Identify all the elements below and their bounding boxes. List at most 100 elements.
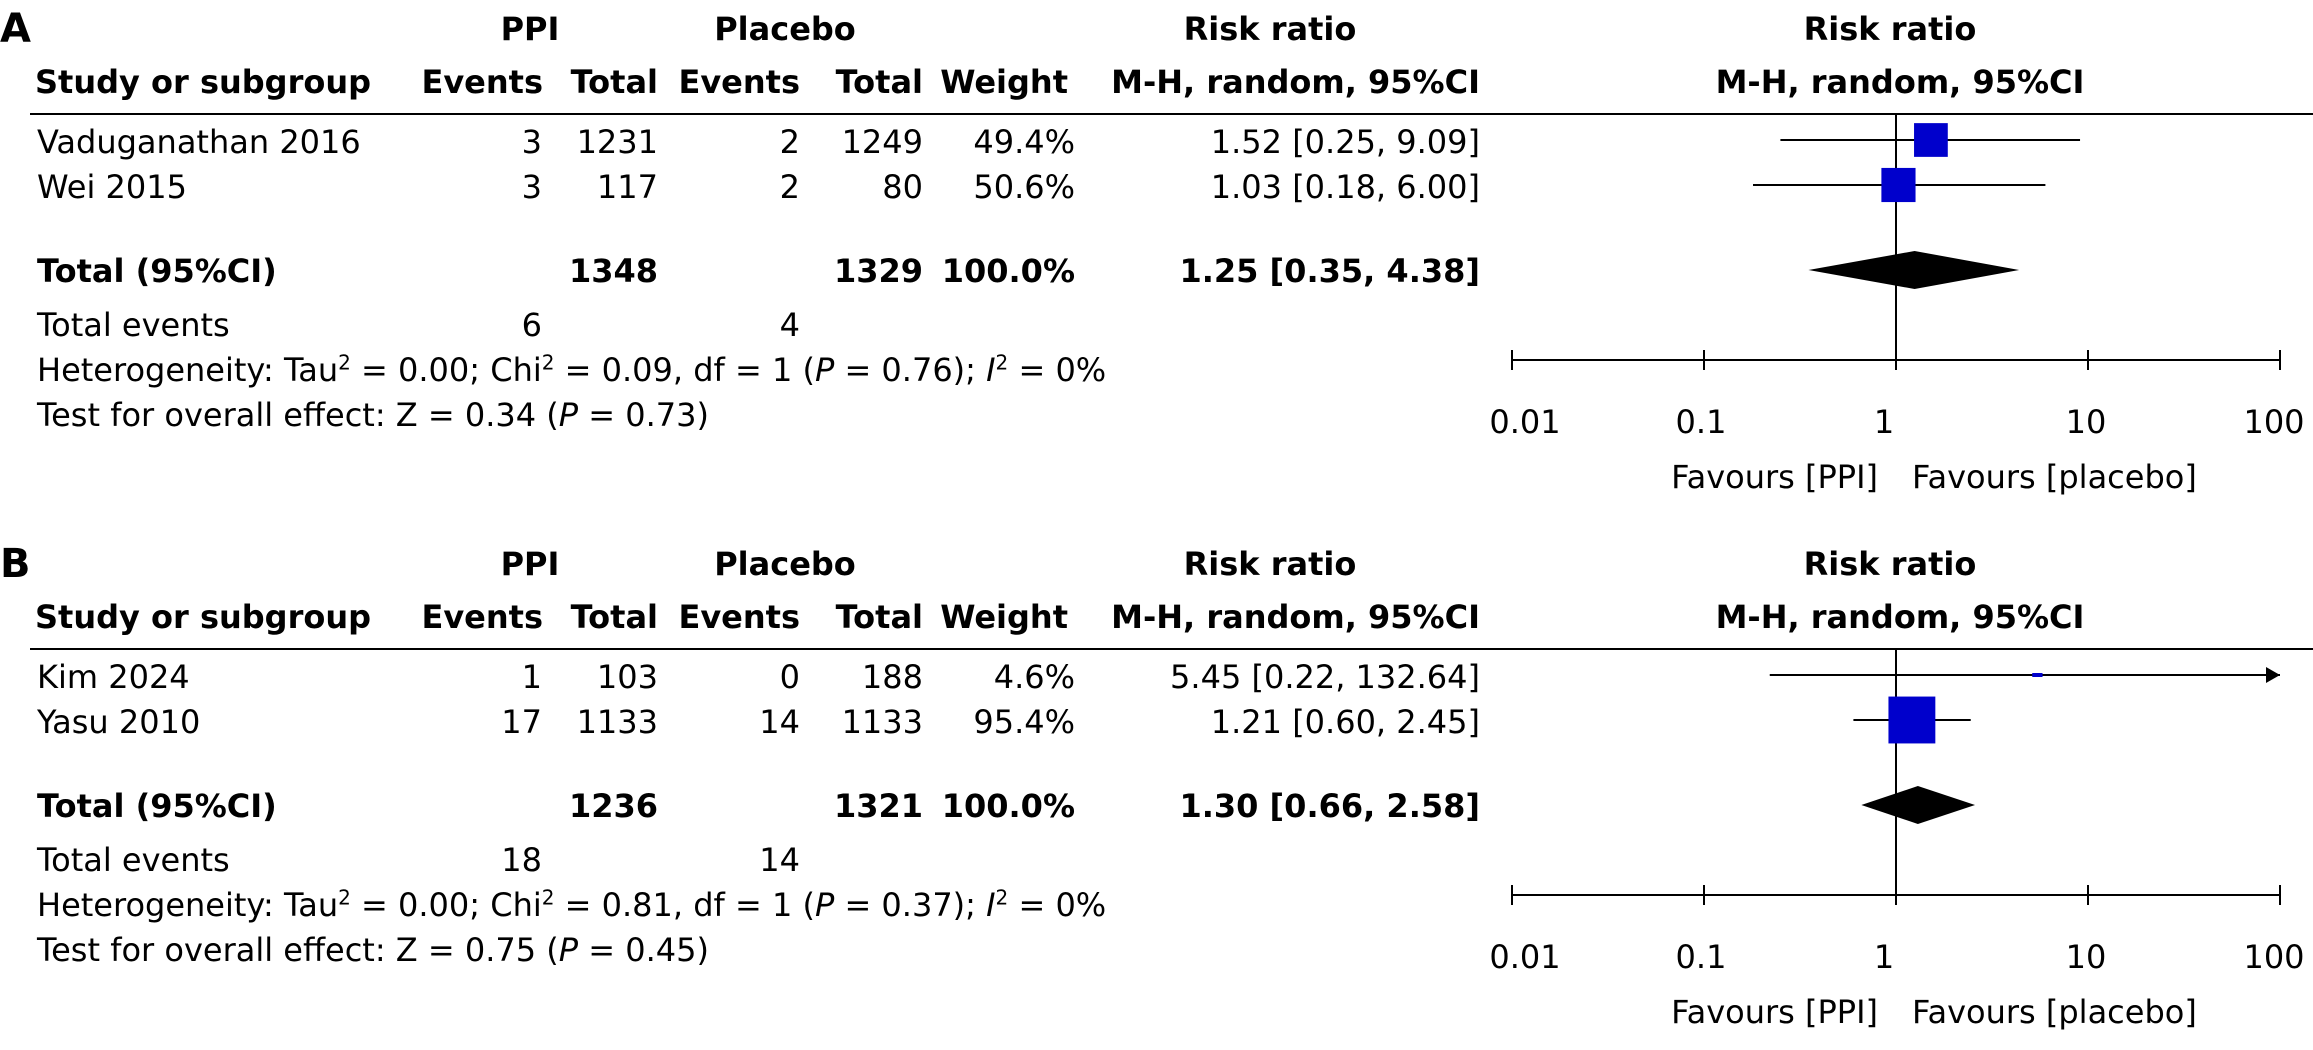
axis-tick-label: 10 [2065, 938, 2107, 976]
total-ci-text: 1.25 [0.35, 4.38] [1179, 252, 1480, 290]
axis-tick-label: 0.1 [1675, 403, 1727, 441]
favours-left-label: Favours [PPI] [1671, 993, 1878, 1031]
total-events-placebo: 14 [759, 841, 800, 879]
axis-tick-label: 100 [2243, 403, 2305, 441]
total-events-ppi: 6 [521, 306, 542, 344]
column-ppi-events: Events [421, 63, 543, 101]
column-rr-ci: M-H, random, 95%CI [1111, 63, 1480, 101]
header-rule [30, 648, 2313, 650]
study-name: Wei 2015 [37, 168, 187, 206]
total-label: Total (95%CI) [37, 252, 277, 290]
total-events-label: Total events [37, 841, 230, 879]
column-study: Study or subgroup [35, 63, 372, 101]
overall-effect-stat: Test for overall effect: Z = 0.75 (P = 0… [37, 931, 709, 969]
study-placebo-events: 2 [779, 168, 800, 206]
study-placebo-events: 2 [779, 123, 800, 161]
heterogeneity-stat: Heterogeneity: Tau2 = 0.00; Chi2 = 0.09,… [37, 350, 1107, 389]
total-ppi: 1236 [568, 787, 658, 825]
forest-plot-panel-b: B PPI Placebo Risk ratio Risk ratio Stud… [0, 541, 2313, 1050]
study-weight: 50.6% [973, 168, 1075, 206]
effect-marker [2032, 673, 2043, 677]
total-placebo: 1329 [833, 252, 923, 290]
total-label: Total (95%CI) [37, 787, 277, 825]
pooled-diamond [1808, 251, 2020, 289]
study-weight: 49.4% [973, 123, 1075, 161]
column-weight: Weight [940, 598, 1068, 636]
total-events-placebo: 4 [779, 306, 800, 344]
study-ppi-total: 103 [596, 658, 658, 696]
study-ci-text: 1.52 [0.25, 9.09] [1210, 123, 1480, 161]
study-placebo-events: 14 [759, 703, 800, 741]
axis-tick-label: 1 [1873, 403, 1895, 441]
total-weight: 100.0% [941, 787, 1075, 825]
study-ppi-events: 3 [521, 168, 542, 206]
study-placebo-total: 80 [882, 168, 923, 206]
rr-column-header: Risk ratio [1183, 10, 1357, 48]
column-placebo-total: Total [835, 598, 923, 636]
study-ci-text: 1.03 [0.18, 6.00] [1210, 168, 1480, 206]
column-placebo-events: Events [678, 598, 800, 636]
forest-plot [1511, 648, 2281, 905]
study-placebo-total: 188 [861, 658, 923, 696]
axis-tick-label: 0.01 [1489, 403, 1561, 441]
study-name: Kim 2024 [37, 658, 190, 696]
group-header-ppi: PPI [500, 545, 560, 583]
heterogeneity-stat: Heterogeneity: Tau2 = 0.00; Chi2 = 0.81,… [37, 885, 1107, 924]
study-ppi-events: 1 [521, 658, 542, 696]
pooled-diamond [1861, 786, 1976, 824]
effect-marker [1881, 167, 1916, 203]
study-placebo-total: 1249 [841, 123, 923, 161]
total-events-ppi: 18 [501, 841, 542, 879]
column-rr-ci: M-H, random, 95%CI [1111, 598, 1480, 636]
study-name: Vaduganathan 2016 [37, 123, 361, 161]
study-placebo-events: 0 [779, 658, 800, 696]
column-weight: Weight [940, 63, 1068, 101]
plot-header: Risk ratio [1803, 10, 1977, 48]
study-ppi-total: 1231 [576, 123, 658, 161]
panel-label: A [0, 6, 31, 52]
ci-arrow [2266, 667, 2280, 683]
column-ppi-total: Total [570, 63, 658, 101]
study-ci-text: 5.45 [0.22, 132.64] [1170, 658, 1480, 696]
column-ppi-events: Events [421, 598, 543, 636]
study-weight: 4.6% [993, 658, 1075, 696]
column-placebo-events: Events [678, 63, 800, 101]
favours-right-label: Favours [placebo] [1912, 458, 2197, 496]
study-placebo-total: 1133 [841, 703, 923, 741]
axis-tick-label: 10 [2065, 403, 2107, 441]
effect-marker [1914, 123, 1948, 157]
plot-subheader: M-H, random, 95%CI [1715, 63, 2085, 101]
total-weight: 100.0% [941, 252, 1075, 290]
favours-left-label: Favours [PPI] [1671, 458, 1878, 496]
axis-tick-label: 0.1 [1675, 938, 1727, 976]
effect-marker [1888, 696, 1936, 744]
study-ci-text: 1.21 [0.60, 2.45] [1210, 703, 1480, 741]
favours-right-label: Favours [placebo] [1912, 993, 2197, 1031]
total-ci-text: 1.30 [0.66, 2.58] [1179, 787, 1480, 825]
study-ppi-total: 1133 [576, 703, 658, 741]
plot-header: Risk ratio [1803, 545, 1977, 583]
study-name: Yasu 2010 [37, 703, 201, 741]
axis-tick-label: 0.01 [1489, 938, 1561, 976]
study-weight: 95.4% [973, 703, 1075, 741]
column-study: Study or subgroup [35, 598, 372, 636]
rr-column-header: Risk ratio [1183, 545, 1357, 583]
forest-plot-panel-a: A PPI Placebo Risk ratio Risk ratio Stud… [0, 6, 2313, 515]
header-rule [30, 113, 2313, 115]
group-header-ppi: PPI [500, 10, 560, 48]
study-ppi-total: 117 [596, 168, 658, 206]
plot-subheader: M-H, random, 95%CI [1715, 598, 2085, 636]
total-ppi: 1348 [568, 252, 658, 290]
study-ppi-events: 17 [501, 703, 542, 741]
panel-label: B [0, 541, 31, 587]
group-header-placebo: Placebo [714, 545, 856, 583]
total-placebo: 1321 [833, 787, 923, 825]
axis-tick-label: 1 [1873, 938, 1895, 976]
group-header-placebo: Placebo [714, 10, 856, 48]
axis-tick-label: 100 [2243, 938, 2305, 976]
total-events-label: Total events [37, 306, 230, 344]
study-ppi-events: 3 [521, 123, 542, 161]
overall-effect-stat: Test for overall effect: Z = 0.34 (P = 0… [37, 396, 709, 434]
forest-plot [1511, 113, 2281, 370]
column-ppi-total: Total [570, 598, 658, 636]
